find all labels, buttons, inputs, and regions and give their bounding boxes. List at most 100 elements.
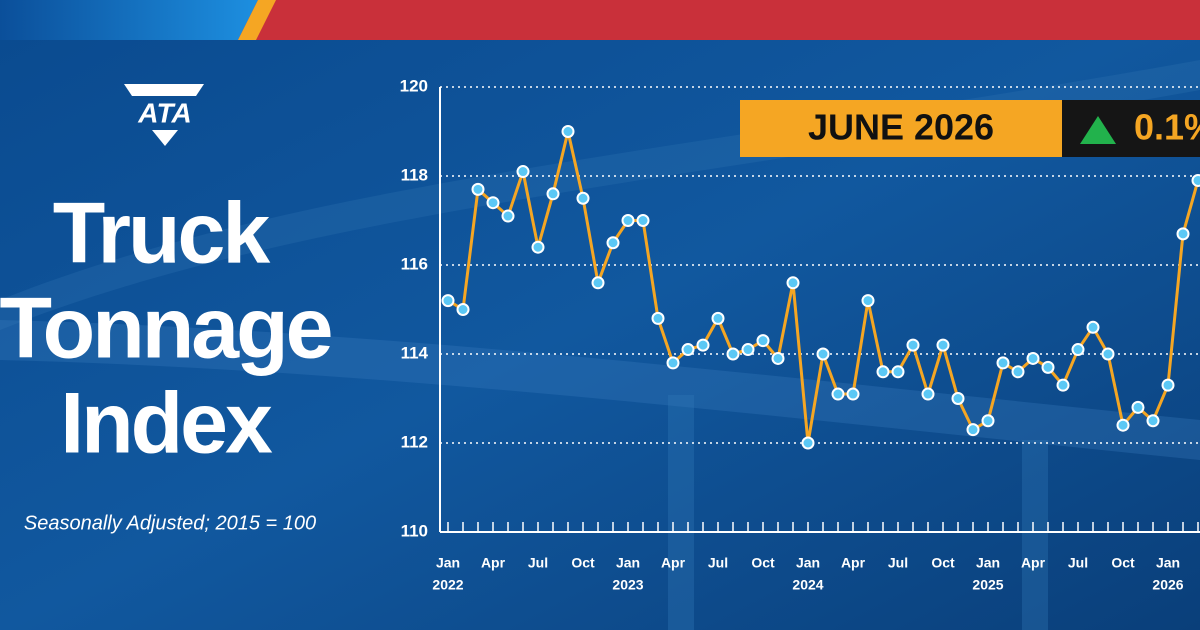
data-point xyxy=(1131,400,1145,414)
data-point xyxy=(1041,360,1055,374)
badge-up-arrow xyxy=(1080,116,1116,144)
logo-mark xyxy=(152,130,178,146)
x-tick-label: Jan xyxy=(616,555,640,571)
data-point xyxy=(681,343,695,357)
plot: 110 112 114 116 118 120 Jan 2022 Apr Jul Oct Jan 202… xyxy=(400,76,1200,593)
x-tick-label: Oct xyxy=(931,555,955,571)
data-point xyxy=(966,423,980,437)
data-point xyxy=(831,387,845,401)
x-tick-label: Apr xyxy=(841,555,866,571)
logo-mark xyxy=(124,84,204,96)
data-point xyxy=(546,187,560,201)
x-tick-label: Oct xyxy=(1111,555,1135,571)
top-bar-stripe xyxy=(238,0,276,40)
x-year-label: 2025 xyxy=(972,577,1003,593)
data-point xyxy=(591,276,605,290)
x-year-label: 2026 xyxy=(1152,577,1183,593)
top-bar-blue xyxy=(0,0,258,40)
data-point xyxy=(786,276,800,290)
x-tick-label: Jan xyxy=(976,555,1000,571)
data-point xyxy=(726,347,740,361)
y-tick-label: 118 xyxy=(401,165,428,184)
data-point xyxy=(636,214,650,227)
data-point xyxy=(456,303,470,316)
data-point xyxy=(1146,414,1160,428)
data-point xyxy=(696,338,710,352)
y-tick-label: 112 xyxy=(401,432,428,451)
y-tick-label: 114 xyxy=(401,343,429,362)
data-point xyxy=(516,165,530,179)
data-point xyxy=(891,365,905,379)
data-point xyxy=(711,311,725,325)
decor-pillar xyxy=(668,395,694,630)
logo-text: ATA xyxy=(137,97,191,128)
data-point xyxy=(1101,347,1115,361)
logo: ATA xyxy=(124,84,204,146)
data-point xyxy=(981,414,995,428)
data-point xyxy=(1056,378,1070,392)
x-tick-label: Oct xyxy=(571,555,595,571)
x-year-label: 2024 xyxy=(792,577,823,593)
decor-pillar xyxy=(1022,440,1048,630)
data-point xyxy=(951,392,965,405)
decor-road xyxy=(0,320,1200,460)
data-point xyxy=(486,196,500,210)
title-line: Truck xyxy=(53,186,271,282)
x-tick-label: Jul xyxy=(528,555,548,571)
x-year-label: 2023 xyxy=(612,577,643,593)
data-point xyxy=(861,294,875,308)
x-tick-label: Jan xyxy=(436,555,460,571)
data-point xyxy=(1071,343,1085,357)
data-point xyxy=(846,387,860,401)
x-tick-label: Jul xyxy=(1068,555,1088,571)
data-point xyxy=(1011,365,1025,379)
data-point xyxy=(1086,320,1100,334)
data-point xyxy=(771,351,785,365)
data-point xyxy=(606,236,620,250)
data-point xyxy=(801,436,815,450)
data-point xyxy=(561,125,575,138)
x-tick-label: Apr xyxy=(661,555,686,571)
badge-period: JUNE 2026 xyxy=(808,107,994,148)
x-tick-label: Apr xyxy=(481,555,506,571)
x-year-label: 2022 xyxy=(432,577,463,593)
x-tick-label: Jul xyxy=(888,555,908,571)
x-tick-label: Jul xyxy=(708,555,728,571)
data-point xyxy=(531,240,545,254)
data-point xyxy=(906,338,920,352)
x-tick-label: Apr xyxy=(1021,555,1046,571)
title-line: Index xyxy=(60,376,273,472)
title-line: Tonnage xyxy=(0,281,331,377)
y-tick-label: 110 xyxy=(401,521,428,540)
data-point xyxy=(1176,227,1190,241)
data-point xyxy=(471,182,485,196)
x-tick-label: Jan xyxy=(1156,555,1180,571)
data-point xyxy=(936,338,950,352)
data-point xyxy=(1191,173,1200,187)
data-point xyxy=(501,209,515,223)
data-point xyxy=(666,356,680,370)
data-point xyxy=(921,387,935,401)
x-tick-label: Oct xyxy=(751,555,775,571)
badge-change: 0.1% xyxy=(1134,107,1200,148)
data-point xyxy=(576,191,590,205)
y-tick-label: 116 xyxy=(401,254,428,273)
badge-period-box xyxy=(740,100,1062,157)
data-point xyxy=(756,334,770,348)
data-point xyxy=(621,214,635,227)
data-point xyxy=(1026,351,1040,365)
y-tick-label: 120 xyxy=(400,76,428,95)
badge-change-box xyxy=(1062,100,1200,157)
x-tick-label: Jan xyxy=(796,555,820,571)
data-point xyxy=(1161,378,1175,392)
data-point xyxy=(1116,418,1130,432)
data-point xyxy=(441,294,455,308)
data-point xyxy=(876,365,890,379)
data-point xyxy=(741,343,755,357)
data-point xyxy=(996,356,1010,370)
data-point xyxy=(651,311,665,325)
subtitle: Seasonally Adjusted; 2015 = 100 xyxy=(24,512,316,534)
data-point xyxy=(816,347,830,361)
